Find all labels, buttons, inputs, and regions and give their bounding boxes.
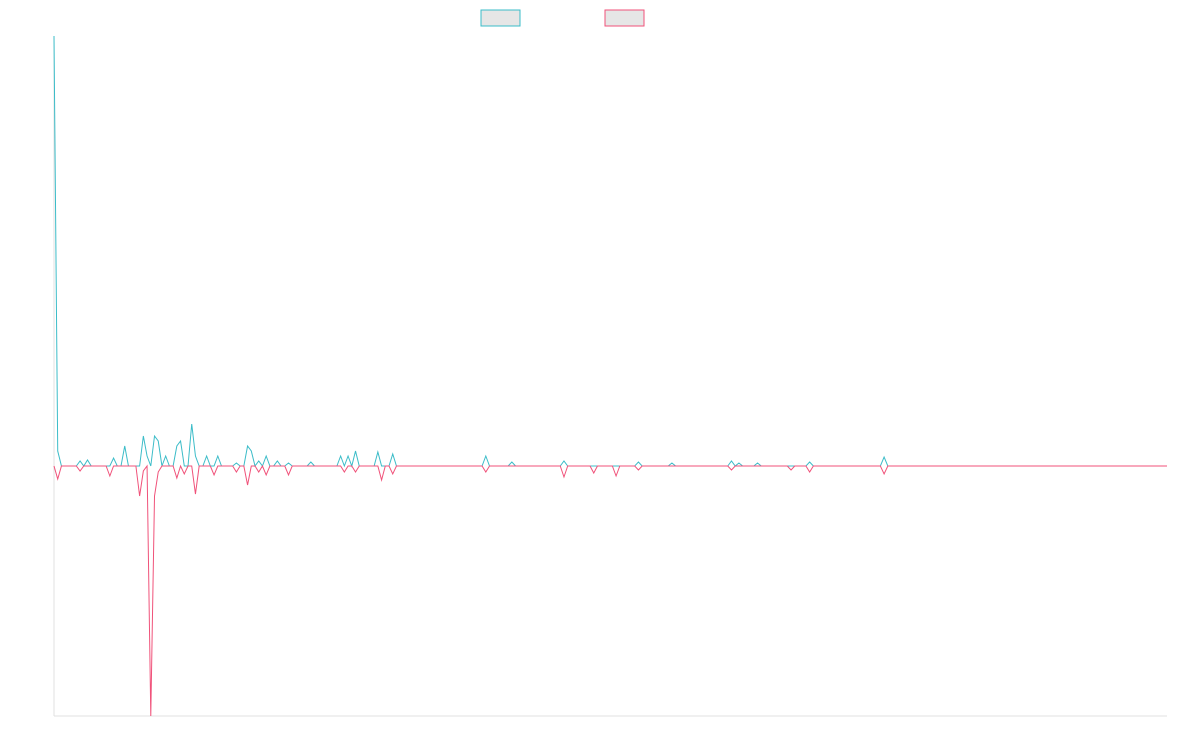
legend-swatch: [604, 9, 645, 27]
line-series: [53, 464, 1167, 717]
legend-swatch: [480, 9, 521, 27]
line-series: [53, 35, 1167, 468]
